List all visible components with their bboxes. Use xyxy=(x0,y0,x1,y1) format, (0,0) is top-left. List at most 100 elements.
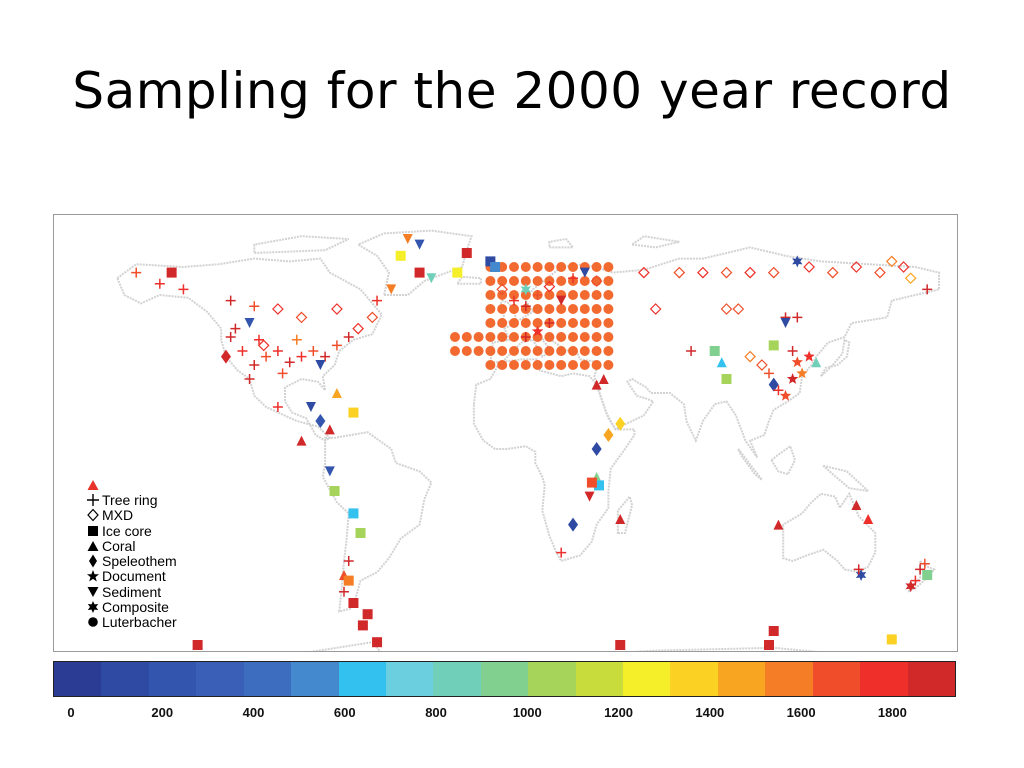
proxy-marker-square xyxy=(485,256,496,267)
proxy-marker-diamond-open xyxy=(826,266,839,279)
proxy-marker-diamond-open xyxy=(732,303,745,315)
colorbar-segment xyxy=(717,662,766,696)
luterbacher-circle xyxy=(485,318,496,328)
colorbar-tick-label: 1800 xyxy=(877,705,907,720)
legend-label: Coral xyxy=(102,537,136,554)
colorbar-tick-label: 1400 xyxy=(695,705,725,720)
proxy-marker-diamond-open xyxy=(744,266,756,279)
proxy-marker-triangle-down xyxy=(414,239,425,250)
luterbacher-circle xyxy=(473,346,484,356)
proxy-marker-triangle-up xyxy=(851,500,862,510)
colorbar-tick-label: 800 xyxy=(425,705,447,720)
proxy-marker-triangle-down xyxy=(426,273,437,284)
colorbar-tick-label: 0 xyxy=(67,705,75,720)
legend-item-sediment: Sediment xyxy=(84,584,224,599)
proxy-marker-triangle-down xyxy=(780,318,791,328)
luterbacher-circle xyxy=(568,360,578,370)
proxy-marker-plus xyxy=(764,368,774,379)
luterbacher-circle xyxy=(485,276,496,286)
proxy-marker-triangle-down xyxy=(315,360,326,370)
colorbar-segment xyxy=(860,662,908,696)
luterbacher-circle xyxy=(603,360,614,370)
proxy-marker-plus xyxy=(915,564,926,575)
luterbacher-circle xyxy=(591,262,602,272)
proxy-marker-plus xyxy=(277,368,288,379)
proxy-marker-star6 xyxy=(905,580,916,593)
luterbacher-circle xyxy=(509,262,519,272)
luterbacher-circle xyxy=(556,360,567,370)
proxy-marker-plus xyxy=(919,558,930,569)
luterbacher-circle xyxy=(520,318,531,328)
proxy-marker-square xyxy=(615,640,626,650)
coastline xyxy=(548,237,576,249)
proxy-marker-diamond-open xyxy=(885,255,898,268)
luterbacher-circle xyxy=(568,304,578,314)
proxy-marker-triangle-up xyxy=(773,519,784,530)
coastline xyxy=(822,464,872,493)
luterbacher-circle xyxy=(497,346,508,356)
proxy-marker-diamond xyxy=(568,517,579,532)
proxy-marker-square xyxy=(395,250,406,261)
proxy-marker-plus xyxy=(308,346,319,356)
coastline xyxy=(770,444,797,476)
luterbacher-circle xyxy=(520,346,531,356)
proxy-marker-square xyxy=(452,267,463,278)
coastline xyxy=(737,448,763,481)
star6-icon xyxy=(84,600,102,614)
proxy-marker-square xyxy=(348,407,359,418)
proxy-marker-diamond-open xyxy=(874,266,886,279)
luterbacher-circle xyxy=(579,276,590,286)
proxy-marker-diamond-open xyxy=(720,303,733,315)
luterbacher-circle xyxy=(603,304,614,314)
proxy-marker-diamond-open xyxy=(897,261,910,273)
legend-item-ice-core: Ice core xyxy=(84,523,224,538)
proxy-marker-plus xyxy=(532,290,543,300)
luterbacher-circle xyxy=(579,332,590,342)
luterbacher-circle xyxy=(579,360,590,370)
proxy-marker-diamond-open xyxy=(697,266,709,279)
proxy-marker-triangle-up xyxy=(716,357,727,368)
luterbacher-circle xyxy=(544,360,555,370)
proxy-marker-plus xyxy=(792,312,803,323)
proxy-marker-square xyxy=(414,267,425,278)
luterbacher-circle xyxy=(497,318,508,328)
proxy-marker-square xyxy=(768,626,779,636)
colorbar-segment xyxy=(291,662,339,696)
colorbar-tick-labels: 0 200 400 600 800 1000 1200 1400 1600 1800 xyxy=(53,705,956,723)
proxy-marker-plus xyxy=(320,351,331,362)
proxy-marker-diamond-open xyxy=(366,311,379,324)
legend-item-sample xyxy=(84,477,224,492)
luterbacher-circle xyxy=(603,262,614,272)
luterbacher-circle xyxy=(556,262,567,272)
luterbacher-circle xyxy=(579,346,590,356)
colorbar-segment xyxy=(148,662,197,696)
luterbacher-circle xyxy=(485,346,496,356)
proxy-marker-square xyxy=(343,575,354,586)
luterbacher-circle xyxy=(544,290,555,300)
luterbacher-circle xyxy=(579,318,590,328)
proxy-marker-square xyxy=(348,598,359,608)
proxy-marker-triangle-down xyxy=(584,491,595,502)
colorbar-segment xyxy=(765,662,813,696)
proxy-marker-triangle-up xyxy=(324,424,335,435)
luterbacher-circle xyxy=(520,262,531,272)
proxy-marker-triangle-down xyxy=(305,402,316,412)
proxy-marker-diamond xyxy=(220,349,231,364)
legend-label: MXD xyxy=(102,507,134,524)
proxy-marker-star xyxy=(803,350,815,362)
proxy-marker-diamond-open xyxy=(295,311,308,324)
colorbar-segment xyxy=(670,662,718,696)
proxy-marker-square xyxy=(461,248,472,258)
proxy-marker-plus xyxy=(237,346,248,356)
proxy-marker-square xyxy=(922,570,933,580)
proxy-marker-plus xyxy=(520,332,531,342)
proxy-marker-triangle-down xyxy=(556,295,567,306)
proxy-marker-plus xyxy=(331,340,342,351)
proxy-marker-diamond-open xyxy=(904,272,917,285)
luterbacher-circle xyxy=(485,332,496,342)
colorbar-tick-label: 400 xyxy=(242,705,265,720)
proxy-marker-diamond-open xyxy=(272,303,284,315)
luterbacher-circle xyxy=(532,318,543,328)
luterbacher-circle xyxy=(509,304,519,314)
luterbacher-circle xyxy=(591,360,602,370)
